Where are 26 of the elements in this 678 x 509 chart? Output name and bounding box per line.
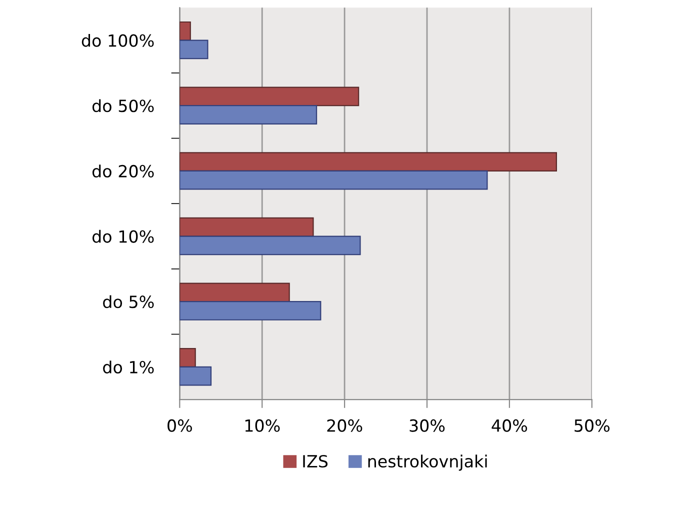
x-tick-label: 40% <box>492 419 528 432</box>
y-tick-label: do 100% <box>82 34 154 47</box>
y-tick-label: do 20% <box>92 164 154 178</box>
x-tick-label: 0% <box>168 419 192 432</box>
bar <box>180 170 488 190</box>
bar <box>180 217 314 237</box>
bar <box>180 40 208 60</box>
bar <box>180 152 557 172</box>
bar <box>180 348 196 368</box>
bar <box>180 301 322 320</box>
y-tick-label: do 50% <box>92 99 154 112</box>
bar <box>180 86 360 106</box>
x-tick-label: 50% <box>574 419 610 432</box>
x-tick-label: 10% <box>245 419 280 432</box>
legend-label: nestrokovnjaki <box>368 454 487 471</box>
bar <box>180 366 212 386</box>
legend-label: IZS <box>303 454 328 468</box>
y-tick-label: do 1% <box>103 360 154 374</box>
bar <box>180 236 361 256</box>
bar <box>180 282 290 302</box>
bar <box>180 105 318 124</box>
bar <box>180 21 191 41</box>
y-tick-label: do 5% <box>103 295 154 308</box>
y-tick-label: do 10% <box>92 230 154 243</box>
x-tick-label: 20% <box>327 419 362 432</box>
x-tick-label: 30% <box>410 419 445 432</box>
